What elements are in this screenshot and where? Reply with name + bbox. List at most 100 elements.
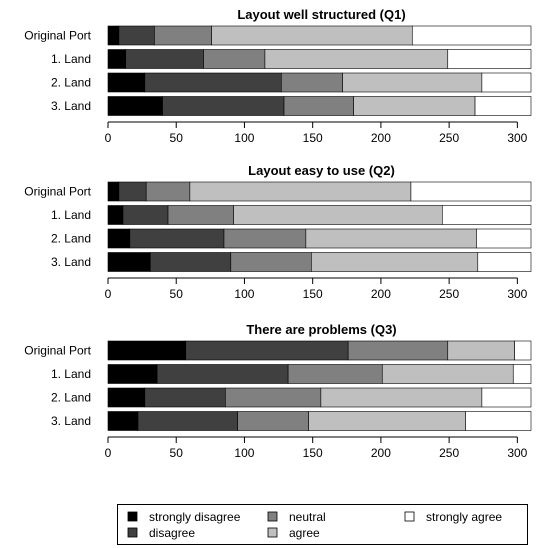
bar-segment-agree: [320, 387, 483, 408]
bar-segment-strongly-agree: [514, 340, 532, 361]
bar-segment-agree: [305, 228, 477, 249]
bar-segment-agree: [381, 364, 514, 384]
bar-segment-disagree: [129, 228, 225, 249]
legend: strongly disagree disagree neutral agree str…: [117, 504, 528, 545]
bar-segment-neutral: [287, 364, 383, 384]
bar-segment-strongly-disagree: [107, 96, 163, 116]
bar-segment-neutral: [280, 72, 343, 93]
x-tick-label: 0: [105, 287, 112, 301]
bar-segment-disagree: [122, 205, 169, 225]
legend-swatch-strongly-disagree: [127, 511, 138, 522]
bar-segment-disagree: [162, 96, 285, 116]
x-tick-label: 200: [371, 287, 391, 301]
bar-segment-strongly-disagree: [107, 411, 139, 431]
category-label: 3. Land: [51, 255, 91, 269]
bar-segment-strongly-agree: [477, 252, 532, 272]
x-tick-label: 200: [371, 446, 391, 460]
bar-segment-agree: [447, 340, 515, 361]
category-label: 3. Land: [51, 414, 91, 428]
category-label: 1. Land: [51, 52, 91, 66]
x-tick-label: 250: [439, 446, 459, 460]
category-label: Original Port: [24, 344, 91, 358]
category-label: 1. Land: [51, 208, 91, 222]
bar-segment-neutral: [237, 411, 309, 431]
bar-segment-strongly-disagree: [107, 387, 146, 408]
x-tick-label: 100: [234, 287, 254, 301]
bar-segment-neutral: [283, 96, 354, 116]
bar-segment-disagree: [144, 387, 226, 408]
legend-label: strongly agree: [426, 510, 502, 524]
bar-segment-strongly-agree: [465, 411, 532, 431]
bar-segment-strongly-disagree: [107, 252, 151, 272]
bar-segment-neutral: [203, 49, 266, 69]
category-label: 3. Land: [51, 99, 91, 113]
bar-segment-strongly-agree: [442, 205, 532, 225]
bar-segment-neutral: [167, 205, 234, 225]
bar-segment-strongly-agree: [476, 228, 532, 249]
bar-segment-neutral: [223, 228, 307, 249]
legend-label: disagree: [149, 526, 195, 540]
bar-segment-strongly-agree: [512, 364, 532, 384]
bar-segment-strongly-disagree: [107, 228, 131, 249]
legend-swatch-neutral: [267, 511, 278, 522]
x-tick-label: 100: [234, 446, 254, 460]
bar-segment-strongly-agree: [474, 96, 532, 116]
chart-title: Layout well structured (Q1): [237, 7, 405, 22]
bar-segment-strongly-agree: [410, 181, 532, 202]
category-label: 2. Land: [51, 232, 91, 246]
bar-segment-disagree: [144, 72, 282, 93]
legend-label: strongly disagree: [149, 510, 241, 524]
bar-segment-neutral: [154, 25, 213, 46]
bar-segment-disagree: [156, 364, 289, 384]
x-tick-label: 0: [105, 131, 112, 145]
bar-segment-disagree: [185, 340, 349, 361]
bar-segment-agree: [308, 411, 466, 431]
chart-panel-2: Layout easy to use (Q2) Original Port 1. L…: [24, 163, 532, 301]
x-tick-label: 200: [371, 131, 391, 145]
chart-title: There are problems (Q3): [246, 322, 396, 337]
legend-swatch-agree: [267, 527, 278, 538]
x-tick-label: 300: [507, 131, 527, 145]
bar-segment-strongly-agree: [447, 49, 532, 69]
legend-box: [117, 504, 528, 545]
bar-segment-strongly-disagree: [107, 49, 127, 69]
bar-segment-strongly-agree: [411, 25, 532, 46]
legend-label: agree: [289, 526, 320, 540]
bar-segment-neutral: [225, 387, 322, 408]
bar-segment-disagree: [125, 49, 204, 69]
chart-panel-3: There are problems (Q3) Original Port 1. L…: [24, 322, 532, 460]
x-tick-label: 250: [439, 131, 459, 145]
x-tick-label: 0: [105, 446, 112, 460]
x-tick-label: 150: [303, 287, 323, 301]
x-tick-label: 150: [303, 446, 323, 460]
x-tick-label: 50: [170, 287, 184, 301]
legend-label: neutral: [289, 510, 326, 524]
bar-segment-strongly-disagree: [107, 72, 146, 93]
bar-segment-agree: [264, 49, 449, 69]
bar-segment-disagree: [150, 252, 232, 272]
bar-segment-agree: [233, 205, 443, 225]
legend-swatch-disagree: [127, 527, 138, 538]
bar-segment-agree: [353, 96, 476, 116]
bar-segment-agree: [311, 252, 479, 272]
chart-panel-1: Layout well structured (Q1) Original Port…: [24, 7, 532, 145]
bar-segment-neutral: [230, 252, 312, 272]
x-tick-label: 300: [507, 287, 527, 301]
category-label: Original Port: [24, 29, 91, 43]
bar-segment-agree: [342, 72, 483, 93]
category-label: Original Port: [24, 185, 91, 199]
category-label: 1. Land: [51, 367, 91, 381]
x-tick-label: 300: [507, 446, 527, 460]
bar-segment-strongly-agree: [481, 387, 532, 408]
category-label: 2. Land: [51, 391, 91, 405]
bar-segment-neutral: [347, 340, 449, 361]
bar-segment-strongly-disagree: [107, 340, 187, 361]
bar-segment-disagree: [118, 25, 155, 46]
legend-swatch-strongly-agree: [404, 511, 415, 522]
bar-segment-disagree: [137, 411, 238, 431]
chart-title: Layout easy to use (Q2): [248, 163, 395, 178]
category-label: 2. Land: [51, 76, 91, 90]
bar-segment-disagree: [118, 181, 147, 202]
bar-segment-strongly-disagree: [107, 205, 124, 225]
